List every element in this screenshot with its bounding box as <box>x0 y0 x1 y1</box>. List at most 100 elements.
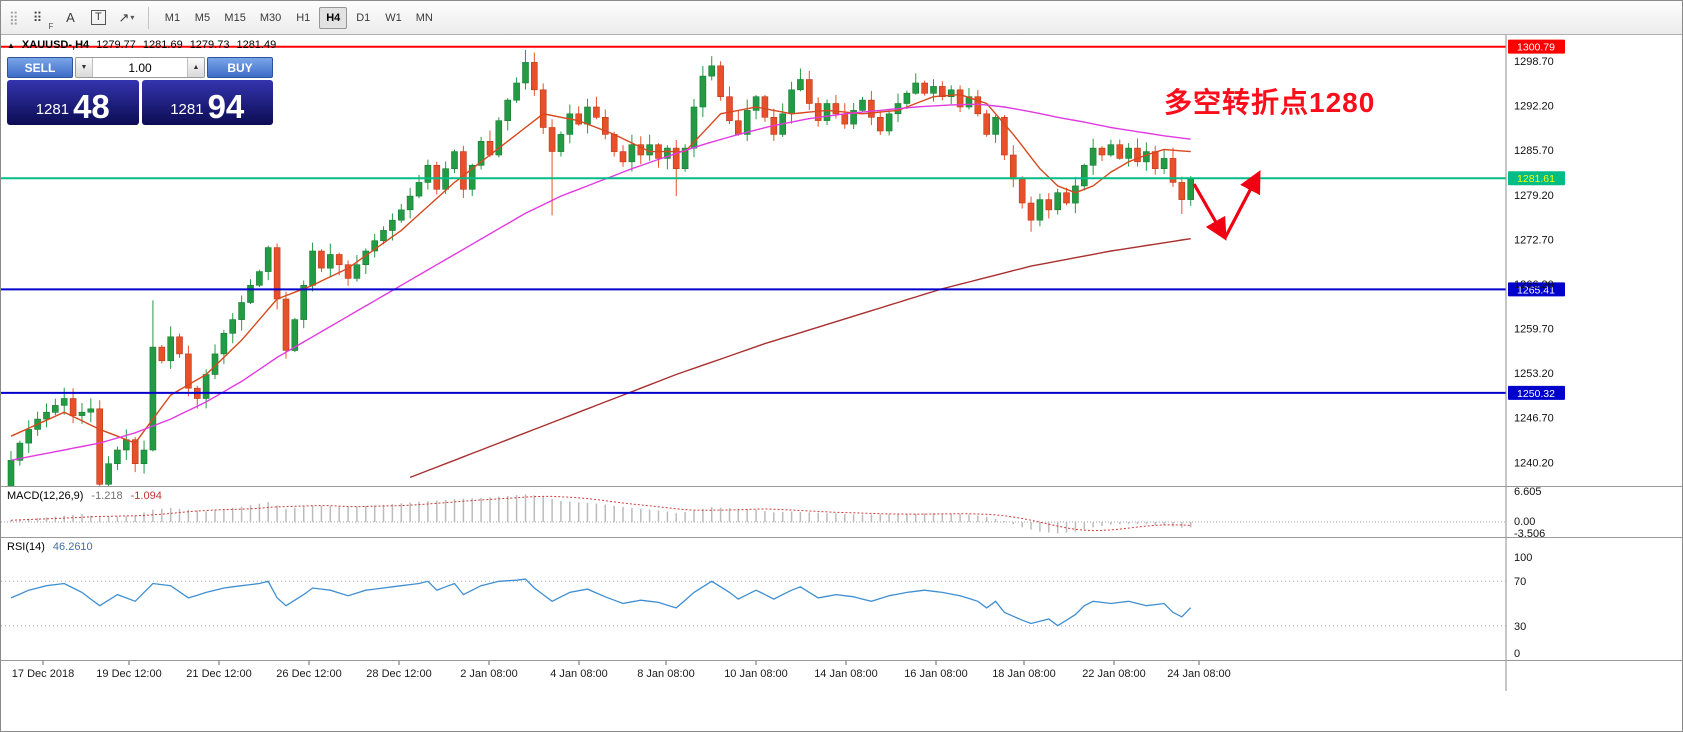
rsi-axis-label: 70 <box>1514 576 1526 588</box>
price-tick-label: 1272.70 <box>1514 234 1554 246</box>
price-tick-label: 1253.20 <box>1514 368 1554 380</box>
low-value: 1279.73 <box>189 39 230 51</box>
macd-canvas[interactable]: 6.605 0.00-3.506 <box>1 487 1682 538</box>
trade-panel-price-row: 1281 48 1281 94 <box>7 80 273 125</box>
time-axis-canvas <box>42 661 1507 691</box>
buy-price-pips: 94 <box>207 87 245 125</box>
time-axis-label: 28 Dec 12:00 <box>366 668 432 680</box>
timeframe-button-m15[interactable]: M15 <box>218 7 251 29</box>
timeframe-button-m1[interactable]: M1 <box>158 7 186 29</box>
volume-up-button[interactable]: ▲ <box>187 58 204 77</box>
ma-mid-line <box>10 103 1191 461</box>
symbol-marker-icon: ▲ <box>7 40 15 50</box>
rsi-line <box>10 578 1192 627</box>
macd-signal-line <box>10 495 1191 532</box>
price-level-label <box>1508 385 1565 400</box>
candles-group <box>7 50 1194 486</box>
timeframe-button-m30[interactable]: M30 <box>254 7 287 29</box>
sell-price-box[interactable]: 1281 48 <box>7 80 139 125</box>
rsi-axis-label: 0 <box>1514 648 1520 660</box>
time-axis-label: 2 Jan 08:00 <box>460 668 518 680</box>
arrow-drawing <box>1192 170 1261 241</box>
price-level-label-text: 1281.61 <box>1517 173 1555 185</box>
ma-fast-line <box>10 93 1191 444</box>
buy-button[interactable]: BUY <box>207 57 273 78</box>
rsi-label: RSI(14) 46.2610 <box>7 541 93 553</box>
timeframe-button-mn[interactable]: MN <box>410 7 439 29</box>
price-tick-label: 1240.20 <box>1514 457 1554 469</box>
price-tick-label: 1246.70 <box>1514 413 1554 425</box>
draw-tools-dropdown-button[interactable]: ↗ ▾ <box>113 5 139 31</box>
price-tick-label: 1266.20 <box>1514 279 1554 291</box>
timeframe-button-h1[interactable]: H1 <box>289 7 317 29</box>
macd-signal-value: -1.094 <box>130 490 162 502</box>
close-value: 1281.49 <box>236 39 277 51</box>
timeframe-button-group: M1 M5 M15 M30 H1 H4 D1 W1 MN <box>158 6 439 29</box>
time-axis-label: 8 Jan 08:00 <box>637 668 695 680</box>
text-label-tool-button[interactable]: A <box>57 5 83 31</box>
macd-label: MACD(12,26,9) -1.218 -1.094 <box>7 490 162 502</box>
chart-annotation-text: 多空转折点1280 <box>1164 87 1376 118</box>
text-box-tool-button[interactable]: T <box>85 5 111 31</box>
rsi-canvas[interactable]: 100 70 30 0 <box>1 538 1682 661</box>
open-value: 1279.77 <box>96 39 136 51</box>
rsi-axis-label: 100 <box>1514 552 1532 564</box>
price-level-label <box>1508 171 1565 186</box>
ma-slow-line <box>409 238 1191 479</box>
time-axis-label: 21 Dec 12:00 <box>186 668 252 680</box>
price-chart-pane: 1300.79 1281.61 1265.41 1250.32 1298.70 1292.… <box>1 35 1682 487</box>
price-level-label <box>1508 282 1565 297</box>
price-tick-label: 1279.20 <box>1514 190 1554 202</box>
time-axis-label: 26 Dec 12:00 <box>276 668 342 680</box>
macd-axis-label: 6.605 <box>1514 487 1542 498</box>
time-axis-label: 10 Jan 08:00 <box>724 668 788 680</box>
timeframe-button-m5[interactable]: M5 <box>188 7 216 29</box>
time-axis-label: 22 Jan 08:00 <box>1082 668 1146 680</box>
text-label-icon: A <box>66 10 75 25</box>
rsi-axis-label: 30 <box>1514 621 1526 633</box>
trade-panel-top-row: SELL ▼ ▲ BUY <box>7 57 273 78</box>
time-axis-label: 19 Dec 12:00 <box>96 668 162 680</box>
rsi-value: 46.2610 <box>52 541 93 553</box>
price-axis[interactable]: 1298.70 1292.20 1285.70 1279.20 1272.70 1266.… <box>1505 35 1554 487</box>
timeframe-button-h4[interactable]: H4 <box>319 6 348 29</box>
time-axis-label: 17 Dec 2018 <box>11 668 75 680</box>
symbol-name: XAUUSD-,H4 <box>21 39 90 51</box>
price-tick-label: 1285.70 <box>1514 145 1554 157</box>
timeframe-button-w1[interactable]: W1 <box>379 7 408 29</box>
price-level-label-text: 1300.79 <box>1517 42 1555 54</box>
price-level-label-text: 1265.41 <box>1517 284 1555 296</box>
macd-indicator-pane: 6.605 0.00 -3.506 MACD(12,26,9) -1.218 -1.… <box>1 487 1682 538</box>
macd-axis-label: 0.00 <box>1514 516 1535 528</box>
time-axis-label: 4 Jan 08:00 <box>550 668 608 680</box>
macd-axis-label: -3.506 <box>1514 528 1545 538</box>
macd-name: MACD(12,26,9) <box>7 490 84 502</box>
time-axis-label: 16 Jan 08:00 <box>904 668 968 680</box>
sell-button[interactable]: SELL <box>7 57 73 78</box>
time-axis-label: 18 Jan 08:00 <box>992 668 1056 680</box>
price-level-label <box>1508 39 1565 54</box>
f-hint-label: F <box>48 22 54 31</box>
dropdown-caret-icon: ▾ <box>130 13 135 22</box>
volume-down-button[interactable]: ▼ <box>76 58 93 77</box>
price-tick-label: 1292.20 <box>1514 101 1554 113</box>
price-level-label-text: 1250.32 <box>1517 388 1555 400</box>
toolbar-separator <box>148 6 150 29</box>
price-tick-label: 1298.70 <box>1514 56 1554 68</box>
macd-histogram <box>10 494 1192 534</box>
volume-input[interactable] <box>93 58 187 77</box>
high-value: 1281.69 <box>142 39 183 51</box>
symbol-ohlc-info: ▲ XAUUSD-,H4 1279.77 1281.69 1279.73 128… <box>7 39 276 51</box>
time-axis[interactable]: 17 Dec 2018 19 Dec 12:00 21 Dec 12:00 26 De… <box>1 661 1682 691</box>
cursor-grid-tool-button[interactable]: ⠿ <box>25 5 51 31</box>
cursor-grid-icon: ⠿ <box>32 9 43 25</box>
chart-canvas[interactable]: 1300.79 1281.61 1265.41 1250.32 1298.70 1292.… <box>1 35 1682 487</box>
buy-price-box[interactable]: 1281 94 <box>141 80 273 125</box>
time-axis-label: 14 Jan 08:00 <box>814 668 878 680</box>
time-axis-label: 24 Jan 08:00 <box>1167 668 1231 680</box>
sell-price-pips: 48 <box>73 87 110 125</box>
toolbar: ⣿ ⠿ F A T ↗ ▾ M1 M5 M15 M30 H1 H4 D1 W1 MN <box>1 1 1682 35</box>
toolbar-grip-handle[interactable]: ⣿ <box>9 10 19 25</box>
timeframe-button-d1[interactable]: D1 <box>349 7 377 29</box>
